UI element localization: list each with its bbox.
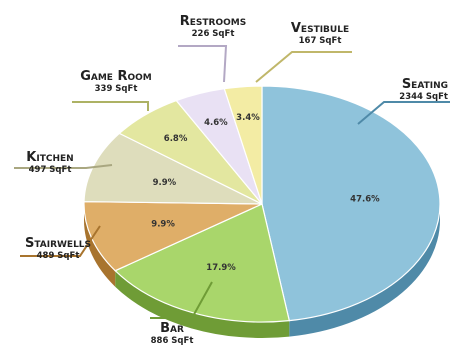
percent-label-game-room: 6.8%: [164, 134, 188, 144]
percent-label-restrooms: 4.6%: [204, 118, 228, 128]
category-label-stairwells: Stairwells: [25, 236, 91, 251]
category-label-vestibule: Vestibule: [291, 21, 349, 36]
callout-line-game-room: [72, 101, 149, 111]
slice-side-bar: [115, 270, 290, 338]
pie-slices: [83, 85, 441, 323]
area-label-vestibule: 167 SqFt: [299, 36, 342, 46]
percent-label-stairwells: 9.9%: [151, 220, 175, 230]
callout-line-stairwells: [20, 225, 101, 257]
percent-label-bar: 17.9%: [206, 263, 236, 273]
area-label-kitchen: 497 SqFt: [29, 165, 72, 175]
callout-line-bar: [150, 281, 213, 319]
area-label-game-room: 339 SqFt: [95, 84, 138, 94]
callout-line-seating: [357, 101, 450, 125]
slice-seating: [261, 85, 441, 322]
category-label-kitchen: Kitchen: [26, 150, 73, 165]
category-label-game-room: Game Room: [80, 69, 152, 84]
percent-label-seating: 47.6%: [350, 195, 380, 205]
callout-line-vestibule: [255, 51, 352, 83]
slice-kitchen: [83, 132, 263, 205]
category-label-seating: Seating: [402, 77, 448, 92]
percent-label-kitchen: 9.9%: [153, 178, 177, 188]
area-label-seating: 2344 SqFt: [399, 92, 448, 102]
category-label-bar: Bar: [160, 321, 184, 336]
area-label-stairwells: 489 SqFt: [37, 251, 80, 261]
area-label-restrooms: 226 SqFt: [192, 29, 235, 39]
callout-line-kitchen: [14, 164, 113, 169]
slice-bar: [114, 203, 291, 323]
percent-labels: 47.6% 17.9% 9.9% 9.9% 6.8% 4.6% 3.4%: [151, 113, 380, 273]
percent-label-vestibule: 3.4%: [236, 113, 260, 123]
category-label-restrooms: Restrooms: [180, 14, 246, 29]
slice-side-stairwells: [84, 204, 116, 287]
slice-vestibule: [223, 85, 263, 205]
area-label-bar: 886 SqFt: [151, 336, 194, 346]
callout-line-restrooms: [178, 45, 228, 83]
